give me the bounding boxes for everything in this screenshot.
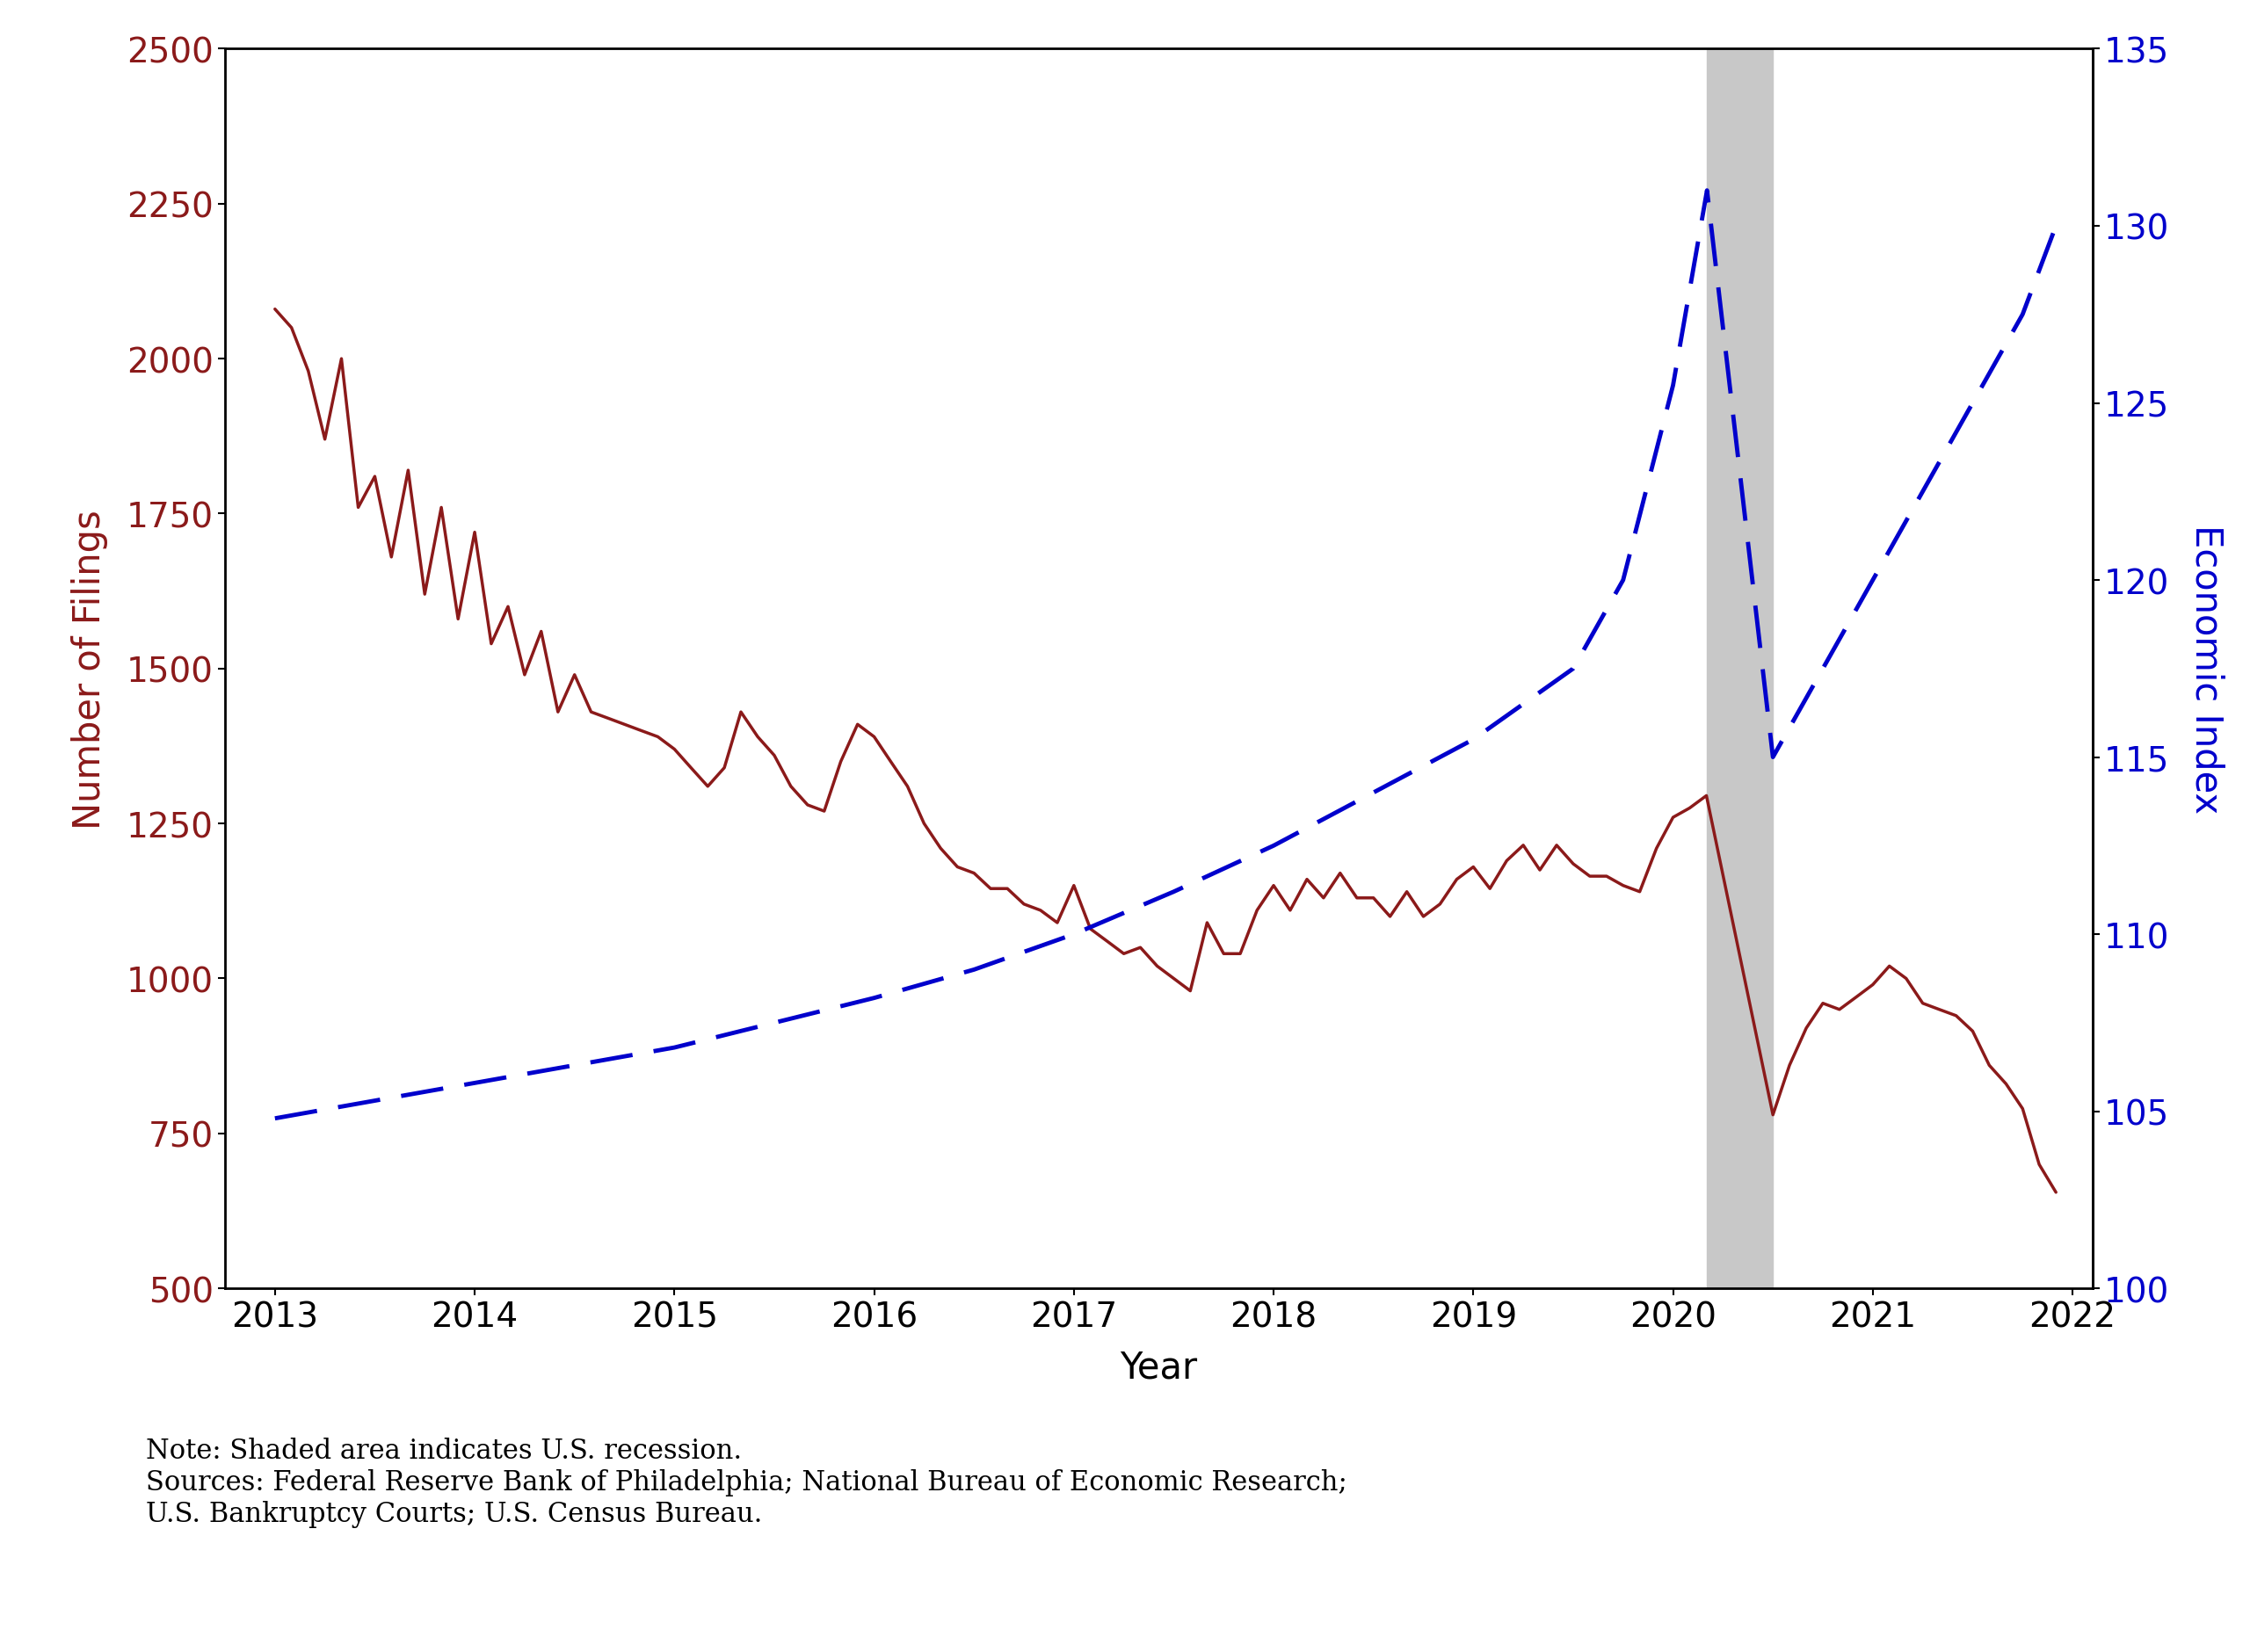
Text: Note: Shaded area indicates U.S. recession.
Sources: Federal Reserve Bank of Phi: Note: Shaded area indicates U.S. recessi… (146, 1437, 1348, 1528)
Y-axis label: Number of Filings: Number of Filings (72, 509, 108, 829)
X-axis label: Year: Year (1120, 1348, 1197, 1384)
Y-axis label: Economic Index: Economic Index (2187, 525, 2225, 813)
Bar (1708, 50, 1773, 1289)
